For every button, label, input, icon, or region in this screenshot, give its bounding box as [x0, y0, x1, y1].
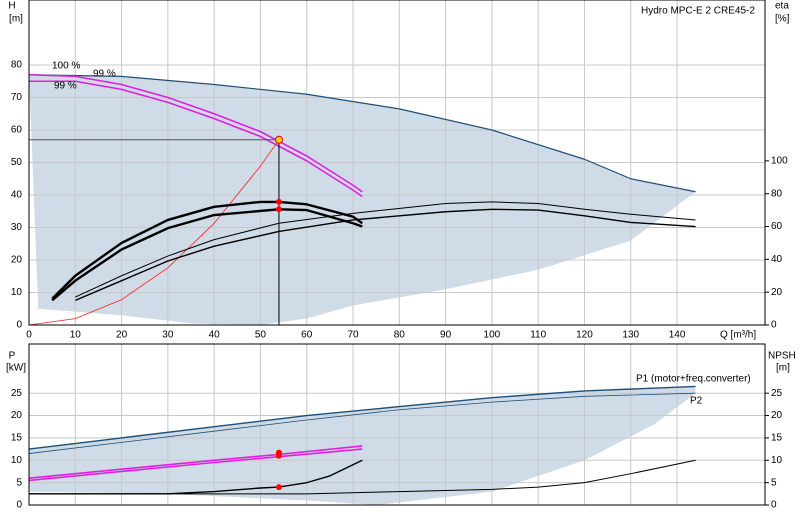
curve	[29, 459, 696, 495]
x-axis-label: Q [m³/h]	[720, 330, 756, 341]
x-tick-label: 140	[669, 330, 686, 341]
y-tick-label: 25	[11, 388, 23, 399]
marker	[275, 452, 282, 459]
x-tick-label: 120	[576, 330, 593, 341]
operating-range	[29, 74, 696, 325]
x-tick-label: 40	[209, 330, 221, 341]
curve	[28, 73, 363, 193]
curve	[29, 80, 363, 198]
y2-tick-label: 10	[771, 455, 783, 466]
annotation: 99 %	[54, 81, 77, 92]
operating-range	[29, 386, 696, 505]
axis-label: P	[9, 351, 16, 362]
curve	[28, 392, 696, 454]
x-tick-label: 0	[26, 330, 32, 341]
x-tick-label: 30	[162, 330, 174, 341]
y-tick-label: 15	[11, 433, 23, 444]
y2-tick-label: 40	[771, 254, 783, 265]
axis-label: NPSH	[768, 351, 796, 362]
y-tick-label: 40	[11, 190, 23, 201]
curve	[51, 208, 363, 302]
y2-tick-label: 25	[771, 388, 783, 399]
curve	[28, 445, 363, 479]
y-tick-label: 70	[11, 92, 23, 103]
x-tick-label: 100	[484, 330, 501, 341]
y2-tick-label: 60	[771, 221, 783, 232]
curve	[51, 200, 363, 300]
y-tick-label: 0	[16, 320, 22, 331]
y2-tick-label: 0	[771, 500, 777, 511]
y-tick-label: 20	[11, 410, 23, 421]
y-tick-label: 60	[11, 125, 23, 136]
curve	[28, 139, 280, 326]
annotation: 99 %	[93, 69, 116, 80]
y2-tick-label: 100	[771, 155, 788, 166]
annotation: P1 (motor+freq.converter)	[636, 374, 751, 385]
curve	[28, 448, 363, 482]
y2-tick-label: 80	[771, 188, 783, 199]
y2-tick-label: 15	[771, 433, 783, 444]
x-tick-label: 90	[440, 330, 452, 341]
x-tick-label: 20	[116, 330, 128, 341]
y-tick-label: 5	[16, 477, 22, 488]
annotation: 100 %	[52, 61, 80, 72]
x-tick-label: 70	[347, 330, 359, 341]
axis-label: [m]	[776, 363, 790, 374]
curve	[75, 201, 696, 298]
y-tick-label: 10	[11, 455, 23, 466]
plot-frame	[28, 0, 766, 326]
duty-point	[274, 135, 283, 144]
axis-label: [m]	[9, 14, 23, 25]
y2-tick-label: 0	[771, 320, 777, 331]
y2-tick-label: 5	[771, 477, 777, 488]
x-tick-label: 110	[530, 330, 546, 341]
x-tick-label: 10	[70, 330, 82, 341]
x-tick-label: 130	[622, 330, 639, 341]
axis-label: [%]	[775, 14, 790, 25]
marker	[275, 198, 282, 205]
plot-frame	[28, 343, 766, 506]
curve	[75, 208, 696, 302]
axis-label: eta	[775, 1, 789, 12]
marker	[275, 484, 282, 491]
x-tick-label: 80	[394, 330, 406, 341]
y-tick-label: 20	[11, 255, 23, 266]
y-tick-label: 80	[11, 60, 23, 71]
y-tick-label: 30	[11, 222, 23, 233]
y2-tick-label: 20	[771, 410, 783, 421]
marker	[275, 206, 282, 213]
curve	[28, 385, 696, 450]
y-tick-label: 50	[11, 157, 23, 168]
y2-tick-label: 20	[771, 287, 783, 298]
x-tick-label: 50	[255, 330, 267, 341]
y-tick-label: 0	[16, 500, 22, 511]
annotation: P2	[690, 396, 703, 407]
curve	[28, 74, 696, 193]
axis-label: H	[8, 1, 15, 12]
axis-label: [kW]	[6, 363, 26, 374]
chart-title: Hydro MPC-E 2 CRE45-2	[641, 6, 755, 17]
x-tick-label: 60	[301, 330, 313, 341]
y-tick-label: 10	[11, 287, 23, 298]
